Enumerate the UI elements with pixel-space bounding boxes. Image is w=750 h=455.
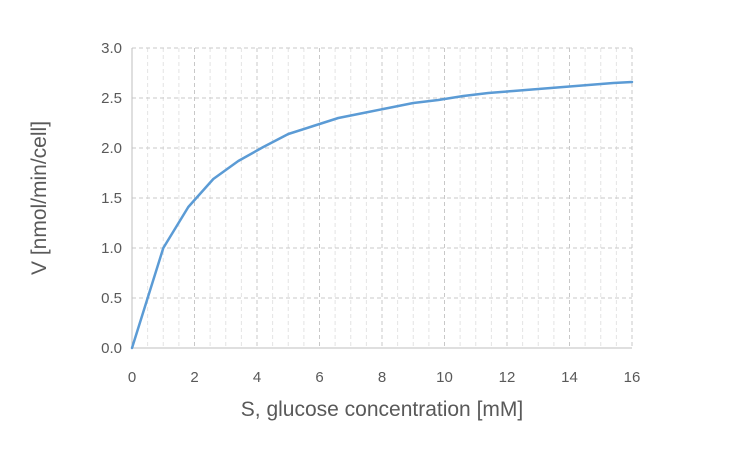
x-tick-label: 0 — [128, 369, 136, 386]
x-tick-label: 14 — [561, 369, 578, 386]
grid — [132, 47, 633, 348]
x-axis-title: S, glucose concentration [mM] — [241, 398, 523, 421]
series — [130, 80, 634, 350]
y-tick-label: 1.5 — [101, 190, 122, 207]
series-line — [130, 80, 634, 350]
y-tick-label: 1.0 — [101, 240, 122, 257]
x-tick-label: 10 — [436, 369, 453, 386]
x-tick-label: 16 — [624, 369, 641, 386]
y-tick-label: 2.0 — [101, 140, 122, 157]
x-tick-label: 8 — [378, 369, 386, 386]
x-tick-label: 6 — [315, 369, 323, 386]
y-tick-label: 0.0 — [101, 340, 122, 357]
y-axis-title: V [nmol/min/cell] — [28, 121, 51, 275]
x-tick-label: 4 — [253, 369, 261, 386]
y-tick-label: 0.5 — [101, 290, 122, 307]
x-tick-label: 2 — [190, 369, 198, 386]
axes — [131, 48, 632, 349]
y-tick-label: 2.5 — [101, 90, 122, 107]
tick-labels: 0 2 4 6 8 10 12 14 16 0.0 0.5 1.0 1.5 2.0 2.5 3.0 — [101, 40, 640, 386]
y-tick-label: 3.0 — [101, 40, 122, 57]
x-tick-label: 12 — [499, 369, 516, 386]
